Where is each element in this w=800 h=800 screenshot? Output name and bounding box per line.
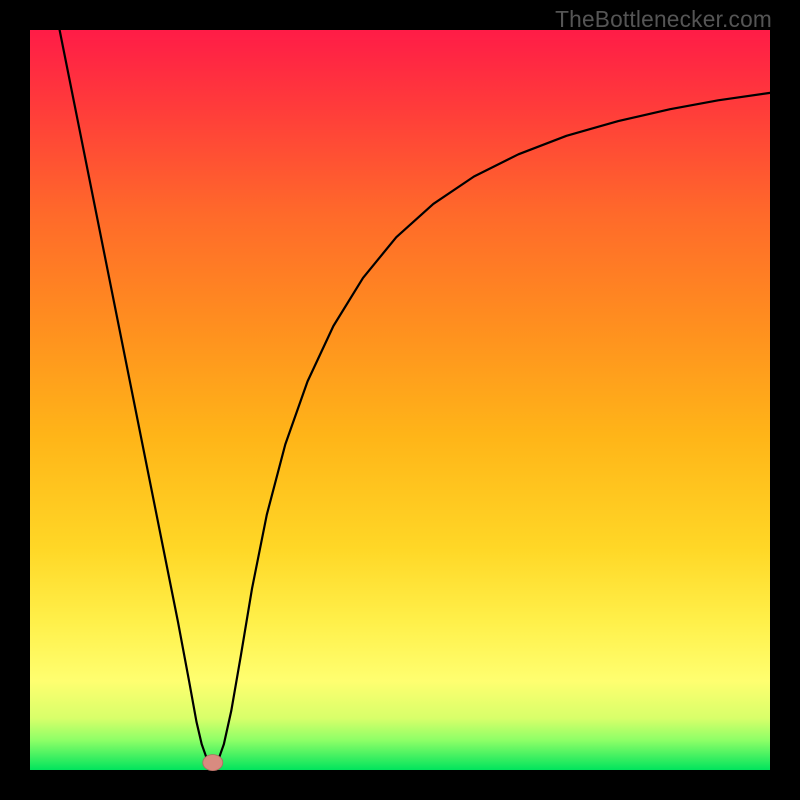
- watermark-text: TheBottlenecker.com: [555, 6, 772, 33]
- curve-minimum-marker: [203, 755, 223, 771]
- chart-frame: TheBottlenecker.com: [0, 0, 800, 800]
- plot-background: [30, 30, 770, 770]
- bottleneck-chart: [0, 0, 800, 800]
